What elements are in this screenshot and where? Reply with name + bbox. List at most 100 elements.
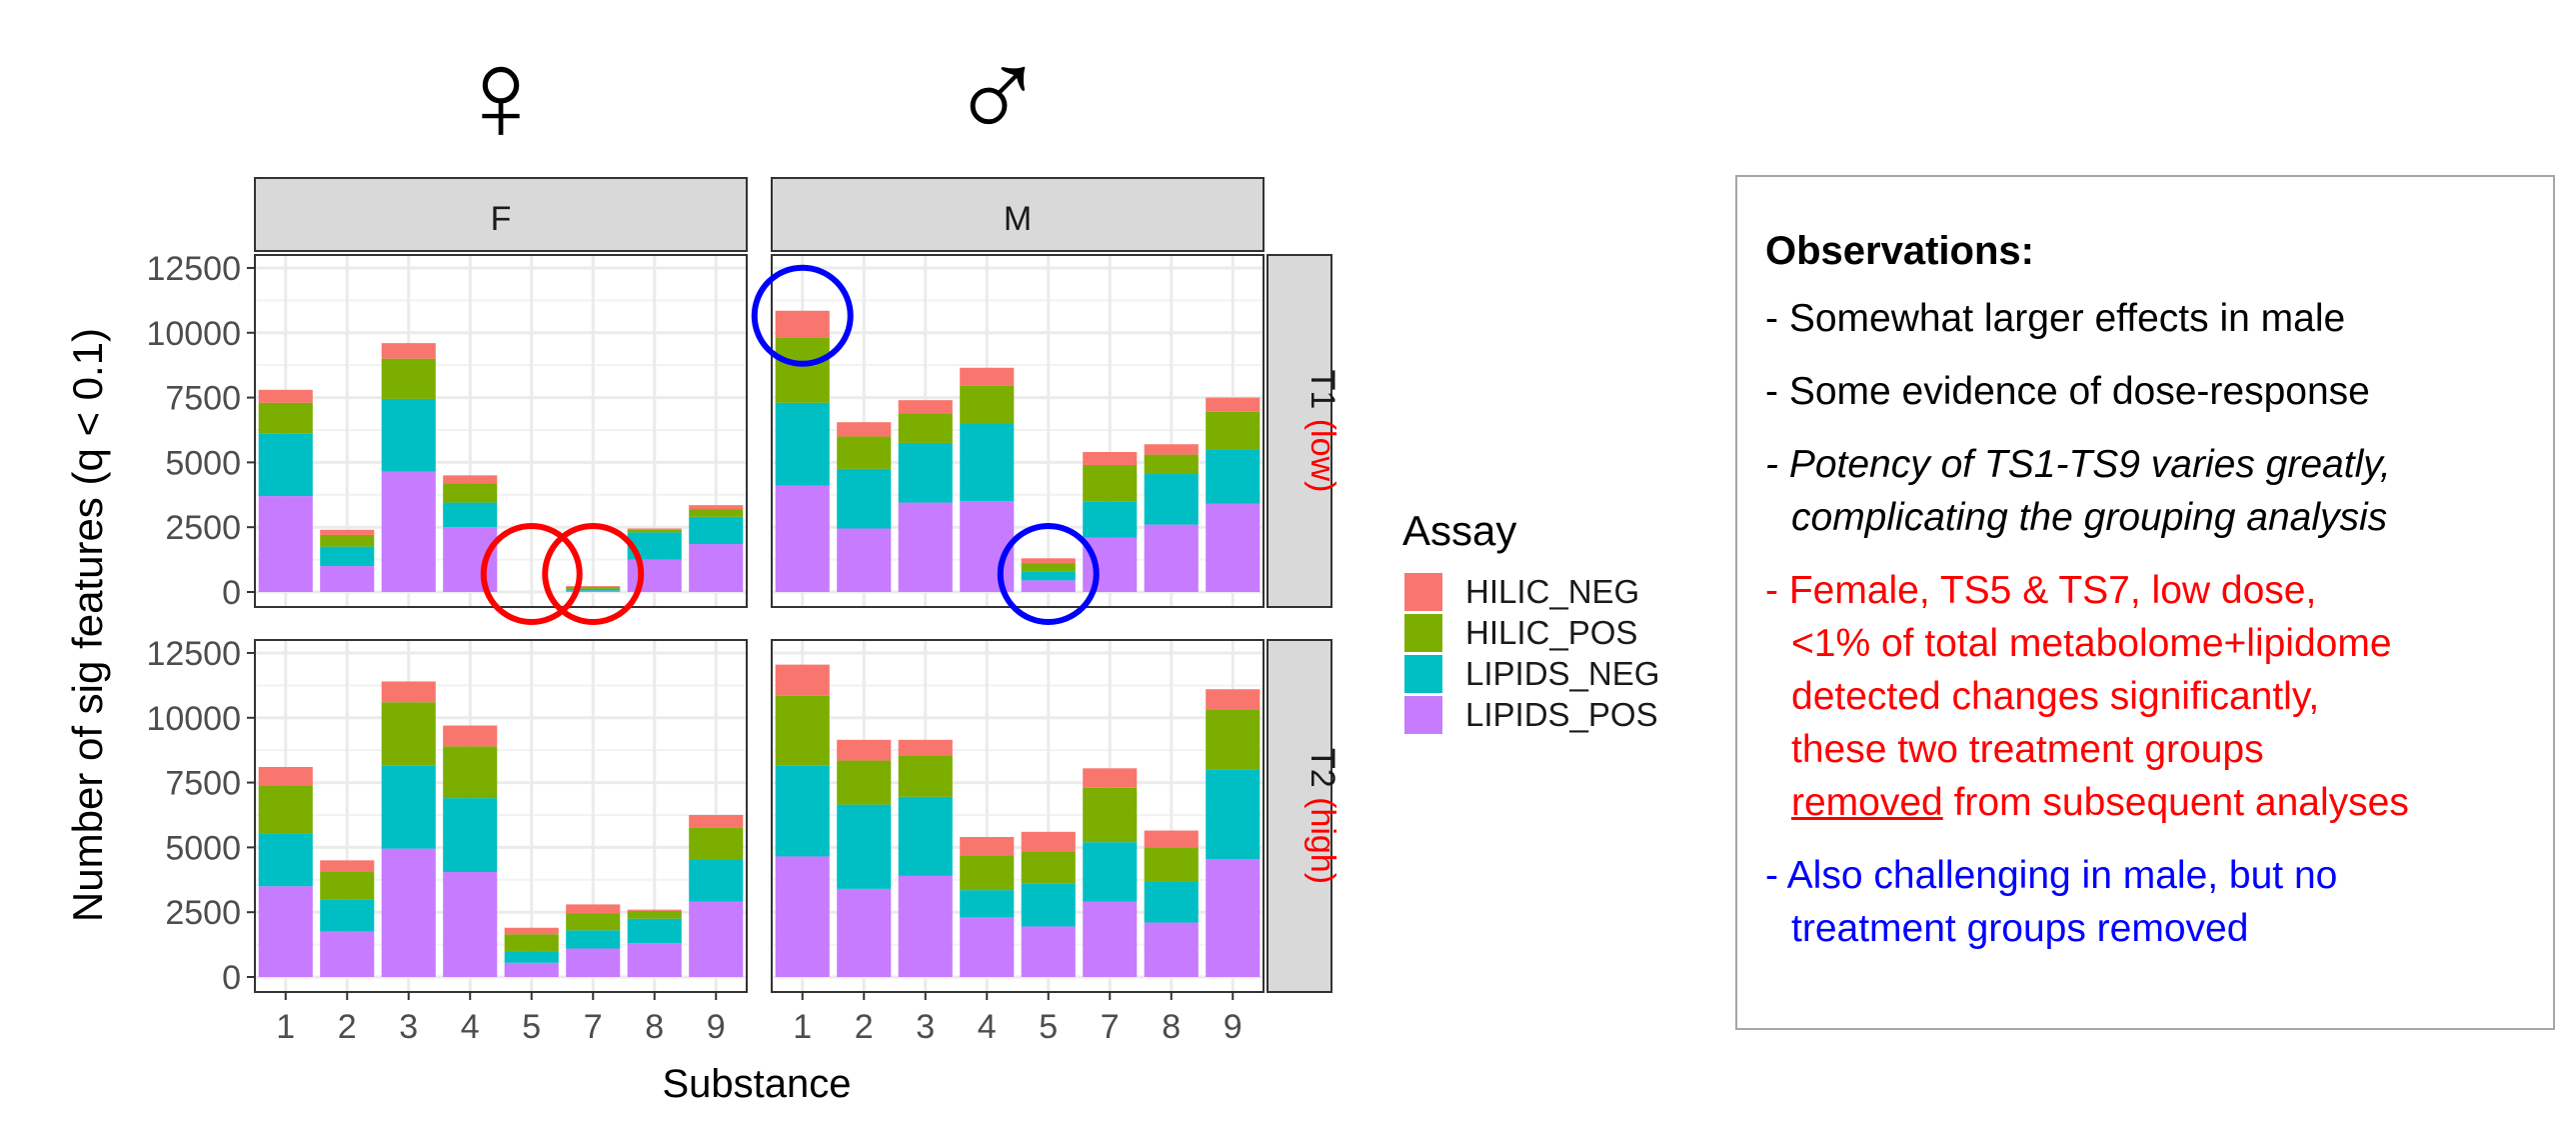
- bar-M-T2-4-HILIC_NEG: [960, 837, 1015, 856]
- bar-M-T1-1-HILIC_NEG: [775, 310, 830, 338]
- row-strip-label-T1: T1 (low): [1303, 370, 1341, 493]
- bar-F-T2-1-HILIC_NEG: [258, 767, 313, 786]
- bar-M-T2-5-HILIC_POS: [1021, 851, 1076, 884]
- bar-M-T2-2-LIPIDS_NEG: [837, 804, 892, 889]
- y-tick-label: 5000: [165, 829, 241, 867]
- bar-M-T1-7-HILIC_NEG: [1083, 452, 1138, 465]
- legend-swatch-HILIC_POS: [1404, 614, 1442, 652]
- bar-F-T1-7-HILIC_NEG: [566, 586, 621, 587]
- observation-4-line-3: detected changes significantly,: [1791, 675, 2320, 718]
- bar-M-T1-9-HILIC_NEG: [1206, 397, 1261, 412]
- bar-M-T1-7-LIPIDS_POS: [1083, 537, 1138, 592]
- axes-layer: 0 2500 5000 7500 10000 12500 0 2500 5000 7500 1000…: [64, 250, 1243, 1106]
- x-tick-label: 2: [855, 1008, 874, 1046]
- column-strip-label-F: F: [491, 200, 512, 238]
- bar-F-T2-3-HILIC_NEG: [381, 681, 436, 703]
- y-tick-label: 10000: [146, 315, 241, 353]
- bar-F-T2-8-LIPIDS_NEG: [627, 918, 682, 944]
- bar-F-T1-4-LIPIDS_POS: [443, 527, 498, 592]
- bar-F-T2-1-LIPIDS_NEG: [258, 833, 313, 887]
- row-strip-T1: [1267, 254, 1332, 608]
- bar-M-T1-8-LIPIDS_POS: [1144, 524, 1199, 592]
- x-tick-label: 7: [1101, 1008, 1120, 1046]
- x-tick-label: 1: [276, 1008, 295, 1046]
- x-tick-label: 3: [399, 1008, 418, 1046]
- observation-2-text: - Some evidence of dose-response: [1765, 370, 2370, 413]
- bar-F-T1-2-HILIC_POS: [320, 534, 375, 547]
- x-tick-label: 8: [645, 1008, 664, 1046]
- bar-F-T1-2-HILIC_NEG: [320, 529, 375, 535]
- y-tick-label: 12500: [146, 250, 241, 288]
- bar-F-T2-5-LIPIDS_POS: [504, 962, 559, 977]
- bar-F-T2-4-HILIC_NEG: [443, 725, 498, 747]
- bar-F-T2-4-HILIC_POS: [443, 746, 498, 799]
- panel-border: [771, 639, 1265, 993]
- bar-M-T2-2-LIPIDS_POS: [837, 888, 892, 977]
- bar-M-T1-4-LIPIDS_POS: [960, 501, 1015, 592]
- bar-M-T2-4-HILIC_POS: [960, 855, 1015, 891]
- bar-M-T2-9-HILIC_NEG: [1206, 689, 1261, 710]
- bar-M-T1-5-HILIC_POS: [1021, 563, 1076, 572]
- observation-1-text: - Somewhat larger effects in male: [1765, 297, 2346, 340]
- panel-F-T1: [254, 254, 748, 608]
- bar-F-T1-8-HILIC_NEG: [627, 528, 682, 530]
- bar-F-T2-9-HILIC_POS: [689, 827, 744, 860]
- bar-F-T1-9-LIPIDS_POS: [689, 544, 744, 592]
- bar-M-T2-7-HILIC_NEG: [1083, 768, 1138, 788]
- bar-M-T2-2-HILIC_NEG: [837, 739, 892, 761]
- column-strip-label-M: M: [1004, 200, 1032, 238]
- panel-F-T2: [254, 639, 748, 993]
- y-tick-label: 7500: [165, 380, 241, 418]
- bar-F-T1-8-HILIC_POS: [627, 529, 682, 533]
- bar-F-T2-3-LIPIDS_NEG: [381, 765, 436, 849]
- x-tick-label: 4: [978, 1008, 997, 1046]
- bar-F-T1-4-LIPIDS_NEG: [443, 502, 498, 528]
- bar-M-T2-9-LIPIDS_POS: [1206, 859, 1261, 977]
- bar-M-T1-4-HILIC_POS: [960, 385, 1015, 424]
- bar-F-T1-2-LIPIDS_POS: [320, 566, 375, 592]
- bar-F-T2-7-LIPIDS_NEG: [566, 930, 621, 949]
- observation-5: - Also challenging in male, but no treat…: [1765, 849, 2527, 955]
- x-tick-label: 9: [707, 1008, 726, 1046]
- bar-M-T2-9-HILIC_POS: [1206, 709, 1261, 770]
- panel-border: [254, 639, 748, 993]
- bar-M-T1-4-LIPIDS_NEG: [960, 423, 1015, 502]
- bar-F-T1-1-HILIC_POS: [258, 402, 313, 434]
- observation-3-line-2: complicating the grouping analysis: [1791, 496, 2388, 539]
- bar-M-T1-8-LIPIDS_NEG: [1144, 474, 1199, 525]
- bar-M-T1-2-HILIC_NEG: [837, 422, 892, 437]
- bar-F-T1-4-HILIC_POS: [443, 483, 498, 503]
- bar-F-T1-2-LIPIDS_NEG: [320, 546, 375, 567]
- bar-M-T2-5-LIPIDS_POS: [1021, 926, 1076, 977]
- bar-F-T2-9-LIPIDS_POS: [689, 901, 744, 977]
- bar-F-T1-3-HILIC_POS: [381, 358, 436, 399]
- bar-F-T2-2-HILIC_POS: [320, 872, 375, 900]
- x-axis-title: Substance: [662, 1062, 851, 1106]
- bar-M-T2-4-LIPIDS_POS: [960, 917, 1015, 977]
- x-tick-label: 7: [584, 1008, 603, 1046]
- bar-F-T1-3-LIPIDS_NEG: [381, 398, 436, 472]
- y-tick-label: 5000: [165, 444, 241, 482]
- bar-M-T2-5-HILIC_NEG: [1021, 831, 1076, 852]
- bar-M-T1-3-LIPIDS_NEG: [898, 442, 953, 503]
- annotation-layer: [480, 264, 1100, 625]
- column-strip-F: [254, 177, 748, 252]
- bar-M-T1-5-HILIC_NEG: [1021, 558, 1076, 564]
- bar-M-T2-7-LIPIDS_NEG: [1083, 842, 1138, 902]
- bar-F-T2-8-LIPIDS_POS: [627, 943, 682, 977]
- x-tick-label: 8: [1162, 1008, 1181, 1046]
- row-strip-sub-label: (low): [1303, 419, 1341, 493]
- row-strip-main-label: T2: [1303, 748, 1341, 797]
- observation-4-line-4: these two treatment groups: [1791, 728, 2264, 771]
- y-tick-label: 10000: [146, 700, 241, 738]
- bar-M-T1-3-LIPIDS_POS: [898, 502, 953, 592]
- gender-symbol-F: ♀: [452, 22, 550, 168]
- bar-M-T2-4-LIPIDS_NEG: [960, 890, 1015, 918]
- bar-M-T2-8-LIPIDS_NEG: [1144, 881, 1199, 923]
- legend-label-LIPIDS_POS: LIPIDS_POS: [1465, 696, 1658, 733]
- bar-F-T2-9-HILIC_NEG: [689, 814, 744, 828]
- bar-F-T2-8-HILIC_POS: [627, 910, 682, 919]
- y-tick-label: 0: [222, 574, 241, 612]
- observation-2: - Some evidence of dose-response: [1765, 365, 2527, 418]
